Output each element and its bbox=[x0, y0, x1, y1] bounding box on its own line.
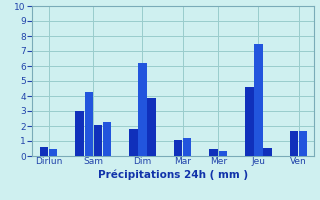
Bar bbox=[147, 98, 156, 156]
Bar bbox=[103, 121, 111, 156]
Bar bbox=[129, 129, 138, 156]
Bar bbox=[49, 148, 57, 156]
Bar bbox=[263, 148, 272, 156]
Bar bbox=[219, 151, 227, 156]
Bar bbox=[210, 149, 218, 156]
Bar bbox=[40, 147, 48, 156]
Bar bbox=[245, 87, 253, 156]
Bar bbox=[254, 44, 263, 156]
Bar bbox=[93, 124, 102, 156]
Bar bbox=[174, 140, 182, 156]
Bar bbox=[299, 130, 307, 156]
Bar bbox=[183, 138, 191, 156]
Bar bbox=[76, 111, 84, 156]
Bar bbox=[290, 131, 298, 156]
Bar bbox=[138, 63, 147, 156]
X-axis label: Précipitations 24h ( mm ): Précipitations 24h ( mm ) bbox=[98, 169, 248, 180]
Bar bbox=[84, 92, 93, 156]
